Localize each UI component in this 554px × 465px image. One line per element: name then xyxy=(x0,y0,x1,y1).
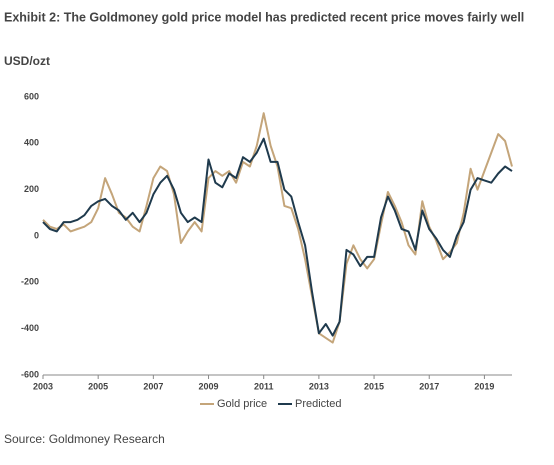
chart-title: Exhibit 2: The Goldmoney gold price mode… xyxy=(4,10,524,24)
x-tick-label: 2019 xyxy=(474,381,494,391)
x-tick-label: 2015 xyxy=(364,381,384,391)
y-tick-label: 0 xyxy=(34,230,39,240)
y-tick-label: -200 xyxy=(21,277,39,287)
line xyxy=(42,112,513,344)
y-tick-label: 600 xyxy=(24,91,39,101)
source: Source: Goldmoney Research xyxy=(4,432,165,446)
x-tick-label: 2011 xyxy=(254,381,274,391)
legend-label: Predicted xyxy=(295,398,341,410)
line xyxy=(42,137,513,337)
x-tick-label: 2005 xyxy=(88,381,108,391)
y-axis-label: USD/ozt xyxy=(4,54,50,68)
x-tick-label: 2007 xyxy=(143,381,163,391)
legend-label: Gold price xyxy=(217,398,267,410)
x-tick-label: 2009 xyxy=(199,381,219,391)
x-tick-label: 2017 xyxy=(419,381,439,391)
y-tick-label: 200 xyxy=(24,184,39,194)
y-tick-label: 400 xyxy=(24,138,39,148)
x-tick-label: 2013 xyxy=(309,381,329,391)
x-tick-label: 2003 xyxy=(33,381,53,391)
y-tick-label: -400 xyxy=(21,323,39,333)
y-tick-label: -600 xyxy=(21,369,39,379)
